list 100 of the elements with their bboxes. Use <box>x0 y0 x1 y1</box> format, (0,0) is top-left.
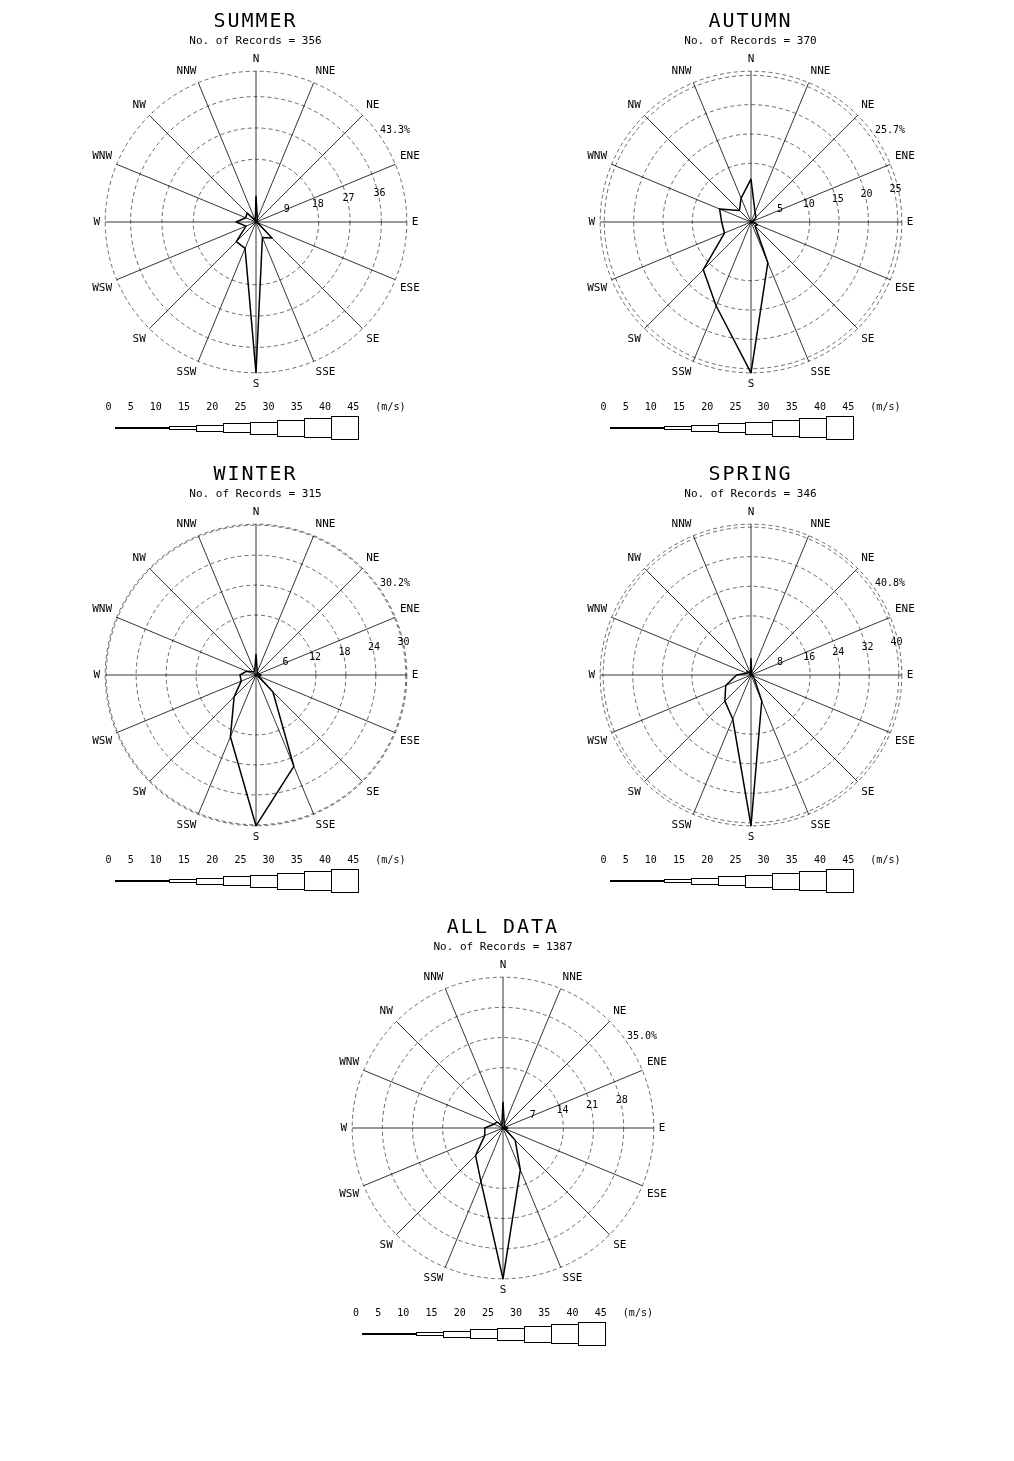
spoke-label: N <box>499 958 507 972</box>
y-tick-label: 40 <box>890 635 903 647</box>
y-tick-label: 12 <box>308 651 321 663</box>
spoke-label: S <box>747 830 754 844</box>
spoke-label: SE <box>860 784 874 798</box>
text: 0 5 10 15 20 25 30 35 40 45 (m/s) <box>105 854 406 865</box>
y-tick-label: 18 <box>337 645 351 657</box>
spoke-label: NE <box>613 1004 627 1018</box>
y-tick-label: 16 <box>802 651 815 663</box>
y-tick-label: 28 <box>615 1093 628 1105</box>
spoke-label: SSW <box>423 1271 444 1285</box>
y-tick-label: 21 <box>586 1098 599 1110</box>
spoke-label: S <box>252 830 259 844</box>
spoke-label: N <box>252 505 259 519</box>
spoke-label: NNE <box>810 64 830 78</box>
spoke-label: SSW <box>176 365 197 379</box>
spoke-label: E <box>906 214 913 228</box>
spoke-label: SW <box>132 331 146 345</box>
chart-title: SPRING <box>707 461 794 485</box>
spoke-label: NE <box>860 98 874 112</box>
spoke-label: ESE <box>399 734 420 748</box>
spoke-label: N <box>747 52 754 66</box>
spoke-label: E <box>906 667 913 681</box>
spoke-label: NE <box>365 551 379 565</box>
spoke-label: NNE <box>810 517 830 531</box>
spoke-label: N <box>252 52 259 66</box>
spoke-label: SE <box>365 784 379 798</box>
spoke-label: NNE <box>315 64 335 78</box>
spoke-label: SSE <box>315 365 335 379</box>
spoke-label: WSW <box>91 734 112 748</box>
spoke-label: SW <box>379 1237 394 1251</box>
spoke-label: SSW <box>176 818 197 832</box>
spoke-label: NNW <box>671 517 692 531</box>
spoke-label: SSE <box>562 1271 583 1285</box>
y-tick-label: 8 <box>776 656 783 668</box>
spoke-label: N <box>747 505 754 519</box>
spoke-label: SW <box>132 784 146 798</box>
spoke-label: SE <box>613 1237 627 1251</box>
chart-subtitle: No. of Records = 370 <box>683 34 818 47</box>
spoke-label: WSW <box>586 281 607 295</box>
y-tick-label: 20 <box>860 188 873 200</box>
spoke-label: NNE <box>562 970 583 984</box>
y-tick-label: 32 <box>860 641 873 653</box>
chart-title: AUTUMN <box>707 8 794 32</box>
spoke-label: ENE <box>399 148 420 162</box>
spoke-label: S <box>252 377 259 391</box>
spoke-label: SW <box>627 331 641 345</box>
spoke-label: SE <box>860 331 874 345</box>
y-tick-label: 9 <box>283 203 290 215</box>
spoke-label: ESE <box>399 281 420 295</box>
spoke-label: E <box>658 1120 666 1134</box>
spoke-label: E <box>411 667 418 681</box>
spoke-label: WNW <box>586 148 607 162</box>
y-tick-label: 30 <box>397 635 410 647</box>
spoke-label: NW <box>132 98 146 112</box>
y-tick-label: 40.8% <box>874 577 905 589</box>
spoke-label: ESE <box>894 734 915 748</box>
spoke-label: ENE <box>646 1054 667 1068</box>
spoke-label: SSE <box>810 365 830 379</box>
spoke-label: W <box>340 1120 348 1134</box>
text: 0 5 10 15 20 25 30 35 40 45 (m/s) <box>105 401 406 412</box>
spoke-label: WNW <box>91 601 112 615</box>
spoke-label: S <box>747 377 754 391</box>
spoke-label: NNW <box>671 64 692 78</box>
y-tick-label: 25.7% <box>874 124 905 136</box>
spoke-label: SSW <box>671 365 692 379</box>
text: 0 5 10 15 20 25 30 35 40 45 (m/s) <box>353 1307 653 1318</box>
y-tick-label: 25 <box>888 183 901 195</box>
spoke-label: NNW <box>176 517 197 531</box>
spoke-label: ENE <box>894 148 915 162</box>
spoke-label: W <box>93 214 101 228</box>
spoke-label: SSE <box>810 818 830 832</box>
y-tick-label: 27 <box>342 192 355 204</box>
spoke-label: SW <box>627 784 641 798</box>
spoke-label: ESE <box>646 1187 667 1201</box>
y-tick-label: 43.3% <box>379 124 410 136</box>
spoke-label: NE <box>365 98 379 112</box>
y-tick-label: 18 <box>311 197 324 209</box>
spoke-label: WNW <box>339 1054 360 1068</box>
y-tick-label: 5 <box>776 203 783 215</box>
y-tick-label: 36 <box>372 186 385 198</box>
chart-title: WINTER <box>212 461 299 485</box>
spoke-label: ENE <box>894 601 915 615</box>
spoke-label: WNW <box>91 148 112 162</box>
chart-title: ALL DATA <box>445 914 561 938</box>
y-tick-label: 6 <box>281 656 289 668</box>
spoke-label: WNW <box>586 601 607 615</box>
y-tick-label: 10 <box>802 198 815 210</box>
spoke-label: NW <box>627 98 641 112</box>
spoke-label: NW <box>132 551 146 565</box>
y-tick-label: 15 <box>831 193 844 205</box>
spoke-label: NNE <box>315 517 335 531</box>
spoke-label: WSW <box>91 281 112 295</box>
y-tick-label: 35.0% <box>626 1030 658 1042</box>
spoke-label: SSE <box>315 818 335 832</box>
spoke-label: SE <box>365 331 379 345</box>
spoke-label: WSW <box>586 734 607 748</box>
y-tick-label: 14 <box>556 1104 569 1116</box>
chart-title: SUMMER <box>212 8 299 32</box>
spoke-label: S <box>499 1283 507 1297</box>
